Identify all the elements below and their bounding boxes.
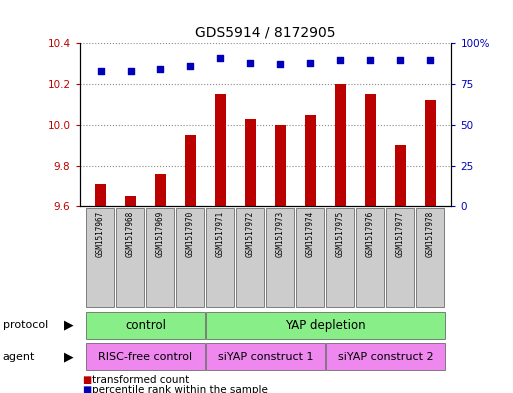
FancyBboxPatch shape: [297, 208, 324, 307]
FancyBboxPatch shape: [206, 343, 325, 370]
Bar: [95, 184, 106, 206]
FancyBboxPatch shape: [236, 208, 264, 307]
Bar: [245, 119, 255, 206]
FancyBboxPatch shape: [116, 208, 144, 307]
Text: GSM1517968: GSM1517968: [126, 210, 135, 257]
Text: RISC-free control: RISC-free control: [98, 352, 192, 362]
FancyBboxPatch shape: [176, 208, 204, 307]
Text: GSM1517976: GSM1517976: [366, 210, 375, 257]
FancyBboxPatch shape: [146, 208, 174, 307]
Point: [426, 56, 435, 62]
Point: [96, 68, 105, 74]
Text: GSM1517971: GSM1517971: [216, 210, 225, 257]
FancyBboxPatch shape: [86, 208, 114, 307]
Point: [277, 61, 285, 68]
FancyBboxPatch shape: [206, 208, 234, 307]
Text: protocol: protocol: [3, 320, 48, 330]
Text: GSM1517970: GSM1517970: [186, 210, 195, 257]
FancyBboxPatch shape: [326, 343, 445, 370]
Text: GSM1517967: GSM1517967: [96, 210, 105, 257]
Bar: [305, 115, 315, 206]
Text: ▶: ▶: [65, 319, 74, 332]
Text: GSM1517969: GSM1517969: [156, 210, 165, 257]
Point: [337, 56, 345, 62]
Text: YAP depletion: YAP depletion: [285, 319, 366, 332]
FancyBboxPatch shape: [386, 208, 414, 307]
Bar: [275, 125, 286, 206]
Point: [126, 68, 134, 74]
Text: GSM1517973: GSM1517973: [276, 210, 285, 257]
FancyBboxPatch shape: [266, 208, 294, 307]
Bar: [155, 174, 166, 206]
Text: siYAP construct 1: siYAP construct 1: [218, 352, 313, 362]
Text: GSM1517974: GSM1517974: [306, 210, 315, 257]
Title: GDS5914 / 8172905: GDS5914 / 8172905: [195, 25, 336, 39]
Point: [216, 55, 225, 61]
Bar: [335, 84, 346, 206]
Point: [246, 60, 254, 66]
Point: [306, 60, 314, 66]
Text: transformed count: transformed count: [92, 375, 190, 386]
Text: GSM1517975: GSM1517975: [336, 210, 345, 257]
Text: percentile rank within the sample: percentile rank within the sample: [92, 385, 268, 393]
Text: control: control: [125, 319, 166, 332]
Text: agent: agent: [3, 352, 35, 362]
Bar: [425, 100, 436, 206]
Text: GSM1517972: GSM1517972: [246, 210, 255, 257]
Text: GSM1517978: GSM1517978: [426, 210, 435, 257]
Bar: [185, 135, 196, 206]
Bar: [395, 145, 406, 206]
Point: [156, 66, 165, 72]
Text: GSM1517977: GSM1517977: [396, 210, 405, 257]
Text: ▶: ▶: [65, 350, 74, 363]
Point: [366, 56, 374, 62]
Point: [397, 56, 405, 62]
FancyBboxPatch shape: [417, 208, 444, 307]
FancyBboxPatch shape: [86, 343, 205, 370]
Bar: [365, 94, 376, 206]
FancyBboxPatch shape: [326, 208, 354, 307]
FancyBboxPatch shape: [357, 208, 384, 307]
FancyBboxPatch shape: [206, 312, 445, 339]
FancyBboxPatch shape: [86, 312, 205, 339]
Text: ■: ■: [82, 375, 91, 386]
Point: [186, 63, 194, 69]
Text: siYAP construct 2: siYAP construct 2: [338, 352, 433, 362]
Bar: [215, 94, 226, 206]
Text: ■: ■: [82, 385, 91, 393]
Bar: [125, 196, 136, 206]
